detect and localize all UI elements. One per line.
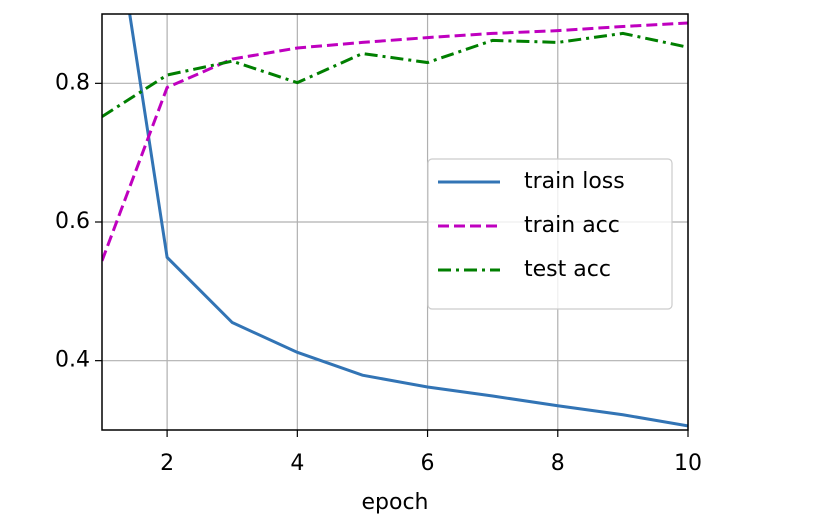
series-line [102,21,688,262]
y-tick-label: 0.6 [55,209,90,234]
y-tick-label: 0.8 [55,70,90,95]
x-tick-label: 8 [551,451,565,476]
y-tick-label: 0.4 [55,348,90,373]
x-tick-label: 2 [160,451,174,476]
series-line [102,31,688,118]
x-axis-label: epoch [362,490,429,515]
legend-box [427,158,673,310]
x-tick-label: 4 [290,451,304,476]
x-tick-label: 6 [421,451,435,476]
legend-label: test acc [524,257,611,282]
legend-label: train loss [524,169,625,194]
x-tick-label: 10 [674,451,702,476]
legend-label: train acc [524,213,620,238]
series-line [128,14,688,428]
